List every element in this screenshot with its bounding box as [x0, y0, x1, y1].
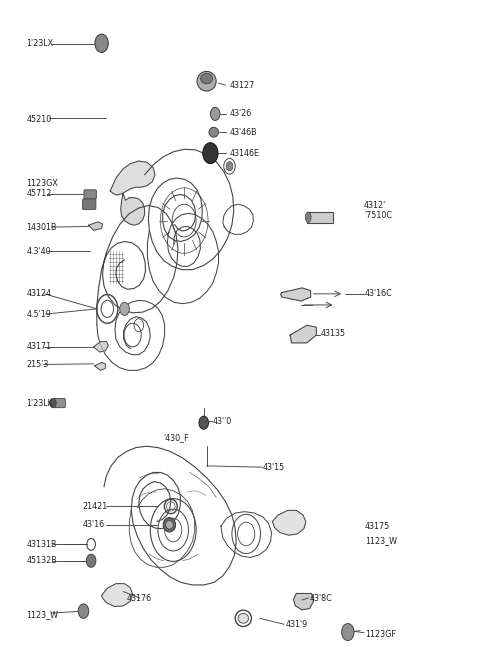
Text: '430_F: '430_F [164, 433, 189, 442]
Text: 43'16C: 43'16C [365, 289, 393, 298]
Circle shape [78, 604, 89, 618]
Text: 1123_W: 1123_W [26, 610, 58, 620]
Text: 43146E: 43146E [229, 148, 260, 158]
Text: 14301B: 14301B [26, 223, 57, 232]
Circle shape [342, 623, 354, 641]
Text: 43131B: 43131B [26, 540, 57, 549]
Polygon shape [95, 363, 106, 371]
Ellipse shape [163, 518, 176, 532]
Text: 43171: 43171 [26, 342, 51, 351]
FancyBboxPatch shape [84, 190, 96, 199]
Ellipse shape [238, 614, 249, 623]
Text: 431'9: 431'9 [285, 620, 308, 629]
Circle shape [210, 107, 220, 120]
Polygon shape [94, 342, 108, 352]
Circle shape [199, 416, 208, 429]
Text: 43''0: 43''0 [212, 417, 231, 426]
Text: 1'23LX: 1'23LX [26, 39, 53, 49]
Polygon shape [307, 212, 333, 223]
Circle shape [203, 143, 218, 164]
Text: 43135: 43135 [320, 329, 345, 338]
Text: 4.3'40: 4.3'40 [26, 247, 51, 256]
Text: 1123GF: 1123GF [365, 630, 396, 639]
Text: 43175: 43175 [365, 522, 390, 531]
Text: 43'46B: 43'46B [229, 127, 257, 137]
Text: 43127: 43127 [229, 81, 255, 89]
Ellipse shape [305, 212, 311, 223]
Text: 43'26: 43'26 [229, 110, 252, 118]
Text: 43'15: 43'15 [263, 463, 285, 472]
Text: 43'16: 43'16 [83, 520, 105, 530]
Text: 1'23LK: 1'23LK [26, 399, 53, 408]
Polygon shape [273, 510, 306, 535]
Text: 4312': 4312' [364, 201, 386, 210]
Circle shape [86, 555, 96, 567]
Text: 1123_W: 1123_W [365, 537, 397, 545]
Ellipse shape [201, 74, 213, 84]
Polygon shape [89, 222, 103, 231]
Text: 45132B: 45132B [26, 556, 57, 565]
Text: 215'3: 215'3 [26, 360, 48, 369]
FancyBboxPatch shape [52, 399, 65, 407]
Ellipse shape [166, 520, 173, 529]
Polygon shape [290, 325, 316, 343]
Text: 43176: 43176 [126, 593, 152, 602]
Polygon shape [293, 593, 313, 610]
Text: '7510C: '7510C [364, 212, 392, 221]
Circle shape [120, 302, 129, 315]
Text: 45210: 45210 [26, 115, 51, 124]
Ellipse shape [209, 127, 218, 137]
FancyBboxPatch shape [83, 199, 96, 210]
Circle shape [49, 399, 56, 407]
Text: 43'8C: 43'8C [309, 593, 332, 602]
Text: 21421: 21421 [83, 502, 108, 511]
Text: 45712: 45712 [26, 189, 51, 198]
Polygon shape [281, 288, 311, 301]
Text: 43124: 43124 [26, 289, 51, 298]
Polygon shape [120, 194, 144, 225]
Text: 1123GX: 1123GX [26, 179, 58, 188]
Polygon shape [110, 161, 155, 195]
Ellipse shape [197, 72, 216, 91]
Polygon shape [102, 583, 132, 606]
Circle shape [226, 162, 233, 171]
Circle shape [95, 34, 108, 53]
Text: 4.5'19: 4.5'19 [26, 309, 51, 319]
